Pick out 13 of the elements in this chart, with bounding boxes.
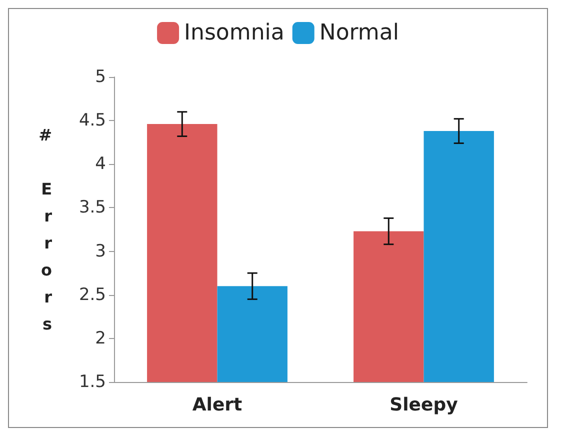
y-tick-label: 5 — [95, 67, 106, 87]
y-tick-label: 1.5 — [78, 372, 106, 392]
x-tick-label: Sleepy — [390, 394, 458, 416]
legend-label: Insomnia — [184, 20, 284, 46]
x-tick-label: Alert — [192, 394, 243, 416]
legend-label: Normal — [319, 20, 399, 46]
y-tick-label: 4.5 — [78, 110, 106, 131]
y-tick-label: 2.5 — [78, 284, 106, 305]
y-tick-label: 3 — [95, 241, 106, 262]
y-tick-label: 2 — [95, 328, 106, 348]
y-tick-label: 3.5 — [78, 198, 106, 218]
y-tick-label: 4 — [95, 154, 106, 174]
text: # Errors — [38, 126, 52, 334]
